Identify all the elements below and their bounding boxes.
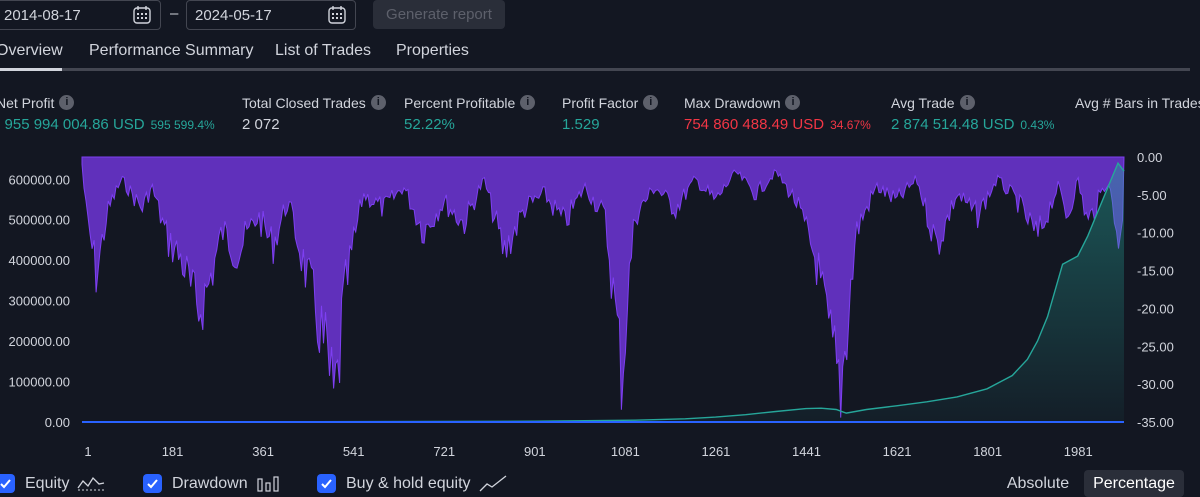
x-axis-tick: 1981 (1064, 444, 1093, 459)
legend-drawdown[interactable]: Drawdown (143, 474, 280, 493)
metric-percent-profitable: Percent Profitable i 52.22% (404, 94, 536, 133)
info-icon[interactable]: i (785, 95, 801, 111)
x-axis-tick: 1441 (792, 444, 821, 459)
metric-avg-trade: Avg Trade i 2 874 514.48 USD 0.43% (891, 94, 1054, 133)
equity-drawdown-chart[interactable]: 600000.00 500000.00 400000.00 300000.00 2000… (0, 150, 1200, 470)
right-axis-tick: -5.00 (1137, 188, 1167, 203)
left-axis-tick: 600000.00 (9, 172, 70, 187)
absolute-toggle[interactable]: Absolute (996, 470, 1080, 497)
equity-line-icon (77, 476, 105, 490)
metric-label: Avg # Bars in Trades (1075, 94, 1200, 111)
legend-label: Buy & hold equity (346, 474, 471, 492)
x-axis-tick: 901 (524, 444, 546, 459)
right-axis-tick: -15.00 (1137, 264, 1174, 279)
metric-avg-bars: Avg # Bars in Trades 18 (1075, 94, 1200, 112)
equity-checkbox[interactable] (0, 474, 15, 493)
metric-value: 2 874 514.48 USD (891, 116, 1015, 133)
metric-label: Percent Profitable (404, 94, 516, 111)
metric-value: 5 955 994 004.86 USD (0, 116, 145, 133)
metric-label: Max Drawdown (684, 94, 781, 111)
metric-sub-value: 0.43% (1020, 118, 1055, 132)
percentage-toggle[interactable]: Percentage (1084, 470, 1184, 497)
metric-sub-value: 34.67% (830, 118, 871, 132)
metric-net-profit: Net Profit i 5 955 994 004.86 USD 595 599.… (0, 94, 215, 133)
end-date-input[interactable] (187, 5, 307, 25)
left-axis-tick: 0.00 (45, 415, 70, 430)
legend-buy-hold[interactable]: Buy & hold equity (317, 474, 507, 493)
right-axis-tick: -20.00 (1137, 301, 1174, 316)
right-axis-tick: -35.00 (1137, 415, 1174, 430)
equity-series (81, 161, 1125, 423)
metric-value: 754 860 488.49 USD (684, 116, 825, 133)
metric-label: Avg Trade (891, 94, 955, 111)
metric-value: 1.529 (562, 116, 600, 133)
metric-max-drawdown: Max Drawdown i 754 860 488.49 USD 34.67% (684, 94, 871, 133)
left-axis-tick: 300000.00 (9, 294, 70, 309)
x-axis-tick: 721 (433, 444, 455, 459)
legend-equity[interactable]: Equity (0, 474, 105, 493)
buy-hold-checkbox[interactable] (317, 474, 336, 493)
legend-label: Equity (25, 474, 70, 492)
legend-label: Drawdown (172, 474, 248, 492)
left-axis-tick: 400000.00 (9, 253, 70, 268)
metric-label: Net Profit (0, 94, 55, 111)
tab-list-of-trades[interactable]: List of Trades (275, 42, 372, 59)
generate-report-button[interactable]: Generate report (373, 0, 505, 29)
tab-performance-summary[interactable]: Performance Summary (89, 42, 254, 59)
tab-overview[interactable]: Overview (0, 42, 63, 59)
metric-label: Profit Factor (562, 94, 639, 111)
left-axis-tick: 100000.00 (9, 375, 70, 390)
left-axis-tick: 500000.00 (9, 213, 70, 228)
calendar-icon[interactable] (327, 5, 347, 25)
metric-label: Total Closed Trades (242, 94, 366, 111)
right-axis-tick: -30.00 (1137, 377, 1174, 392)
x-axis-tick: 1261 (701, 444, 730, 459)
info-icon[interactable]: i (959, 95, 975, 111)
metric-sub-value: 595 599.4% (150, 118, 215, 132)
equity-area (82, 163, 1124, 422)
x-axis-tick: 1801 (973, 444, 1002, 459)
metric-value: 52.22% (404, 116, 455, 133)
right-axis-tick: 0.00 (1137, 150, 1162, 165)
info-icon[interactable]: i (520, 95, 536, 111)
x-axis-tick: 541 (343, 444, 365, 459)
tab-properties[interactable]: Properties (396, 42, 469, 59)
tabs-divider (0, 68, 1190, 71)
left-axis-tick: 200000.00 (9, 334, 70, 349)
metric-profit-factor: Profit Factor i 1.529 (562, 94, 659, 133)
start-date-field[interactable] (0, 0, 161, 30)
x-axis-tick: 1081 (611, 444, 640, 459)
info-icon[interactable]: i (643, 95, 659, 111)
info-icon[interactable]: i (59, 95, 75, 111)
x-axis-tick: 1621 (883, 444, 912, 459)
active-tab-indicator (0, 68, 62, 71)
date-separator: – (170, 5, 179, 22)
x-axis-tick: 361 (252, 444, 274, 459)
info-icon[interactable]: i (370, 95, 386, 111)
right-axis-tick: -10.00 (1137, 226, 1174, 241)
start-date-input[interactable] (0, 5, 116, 25)
calendar-icon[interactable] (132, 5, 152, 25)
drawdown-checkbox[interactable] (143, 474, 162, 493)
metric-value: 2 072 (242, 116, 280, 133)
metric-total-closed-trades: Total Closed Trades i 2 072 (242, 94, 386, 133)
end-date-field[interactable] (186, 0, 356, 30)
drawdown-series (81, 156, 1125, 418)
right-axis-tick: -25.00 (1137, 339, 1174, 354)
x-axis-tick: 181 (162, 444, 184, 459)
trend-line-icon (479, 474, 506, 491)
bars-icon (256, 475, 279, 492)
x-axis-tick: 1 (84, 444, 91, 459)
